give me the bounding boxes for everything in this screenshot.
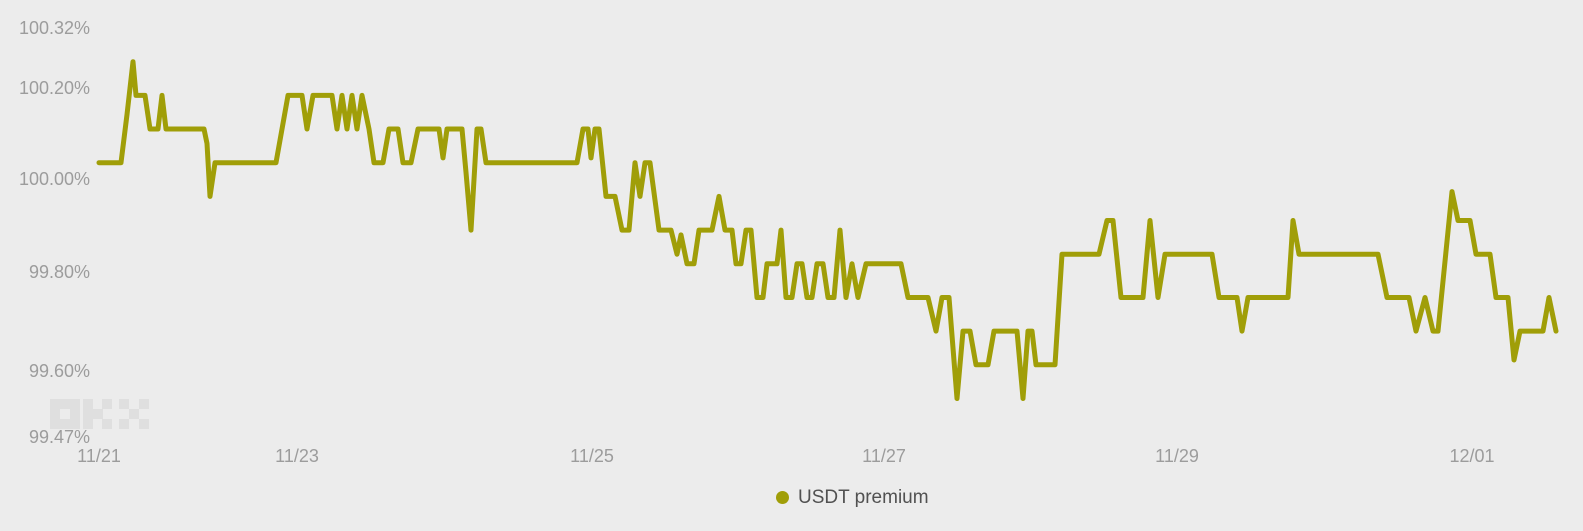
x-axis-label: 11/25 — [570, 446, 614, 466]
y-axis-label: 100.20% — [19, 78, 90, 98]
y-axis-label: 99.80% — [29, 262, 90, 282]
x-axis-label: 11/29 — [1155, 446, 1199, 466]
okx-watermark-icon — [139, 399, 149, 409]
legend-dot-icon — [776, 491, 789, 504]
x-axis-label: 12/01 — [1449, 446, 1494, 466]
okx-watermark-icon — [50, 409, 60, 419]
okx-watermark-icon — [70, 399, 80, 409]
okx-watermark-icon — [60, 419, 70, 429]
okx-watermark-icon — [50, 419, 60, 429]
okx-watermark-icon — [60, 399, 70, 409]
okx-watermark-icon — [50, 399, 60, 409]
okx-watermark-icon — [93, 409, 103, 419]
okx-watermark-icon — [83, 409, 93, 419]
okx-watermark-icon — [102, 419, 112, 429]
okx-watermark-icon — [129, 409, 139, 419]
legend-item-usdt-premium[interactable]: USDT premium — [776, 488, 929, 507]
y-axis-label: 100.00% — [19, 169, 90, 189]
usdt-premium-line — [96, 59, 1559, 401]
okx-watermark-icon — [70, 409, 80, 419]
okx-watermark-icon — [102, 399, 112, 409]
okx-watermark-icon — [83, 419, 93, 429]
y-axis-label: 100.32% — [19, 18, 90, 38]
okx-watermark-icon — [119, 399, 129, 409]
okx-watermark-icon — [70, 419, 80, 429]
okx-watermark-icon — [139, 419, 149, 429]
x-axis-label: 11/23 — [275, 446, 319, 466]
y-axis-label: 99.47% — [29, 427, 90, 447]
legend-label: USDT premium — [798, 487, 929, 508]
x-axis-label: 11/21 — [77, 446, 121, 466]
y-axis-label: 99.60% — [29, 361, 90, 381]
okx-watermark-icon — [83, 399, 93, 409]
x-axis-label: 11/27 — [862, 446, 906, 466]
okx-watermark-icon — [119, 419, 129, 429]
